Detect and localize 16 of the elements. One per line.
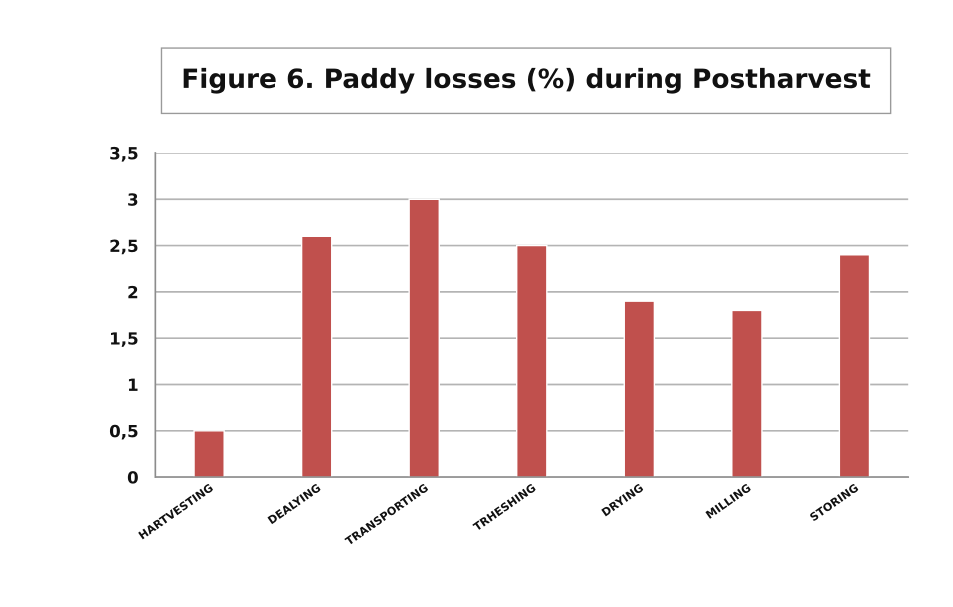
y-tick-label: 0	[128, 471, 138, 484]
bar	[838, 254, 870, 478]
bar	[731, 310, 763, 478]
bar	[624, 300, 656, 478]
bar	[193, 430, 225, 478]
bar	[300, 236, 332, 478]
bar	[408, 198, 440, 478]
y-tick-label: 3	[128, 193, 138, 206]
y-tick-label: 1,5	[111, 332, 138, 347]
y-tick-label: 2,5	[110, 240, 138, 254]
y-tick-label: 1	[128, 378, 138, 391]
y-tick-label: 2	[128, 286, 138, 298]
bar	[516, 244, 548, 478]
chart-title: Figure 6. Paddy losses (%) during Postharvest	[184, 68, 870, 94]
y-tick-label: 0,5	[110, 424, 138, 440]
y-tick-label: 3,5	[110, 146, 138, 162]
